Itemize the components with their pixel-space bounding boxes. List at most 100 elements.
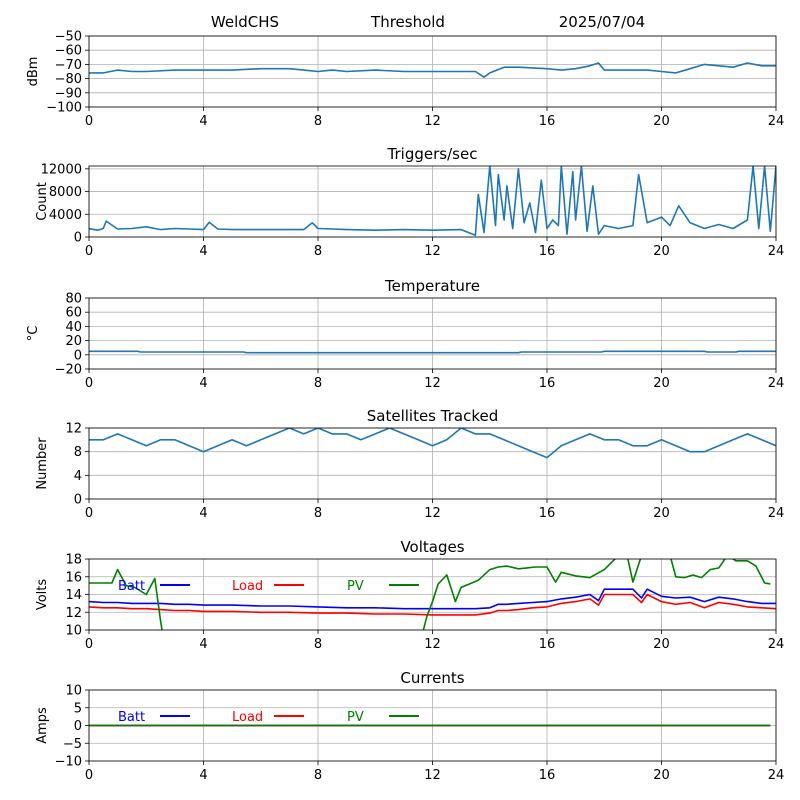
chart-title: Voltages <box>400 538 464 556</box>
series-group <box>89 166 776 237</box>
y-tick-label: −100 <box>46 101 82 116</box>
x-tick-label: 8 <box>314 506 322 521</box>
x-tick-label: 4 <box>199 114 207 129</box>
y-tick-label: 12 <box>65 606 82 621</box>
y-tick-label: 8 <box>74 445 82 460</box>
legend-label-batt: Batt <box>118 710 145 725</box>
x-tick-label: 4 <box>199 637 207 652</box>
chart-title: Currents <box>400 669 464 687</box>
x-tick-label: 12 <box>424 114 441 129</box>
x-tick-label: 24 <box>768 114 785 129</box>
chart-panel-5: 0 4 8 12 16 20 24 10 12 14 16 18 Voltages Volts Batt Lo… <box>35 538 784 652</box>
series-line-pv <box>89 559 771 630</box>
y-tick-label: −60 <box>55 44 82 59</box>
y-tick-label: 5 <box>74 701 82 716</box>
series-line <box>89 350 776 354</box>
chart-title: Satellites Tracked <box>367 407 498 425</box>
y-tick-label: −20 <box>55 363 82 378</box>
x-tick-label: 8 <box>314 376 322 391</box>
x-tick-label: 20 <box>653 637 670 652</box>
x-tick-label: 24 <box>768 506 785 521</box>
y-tick-label: 0 <box>74 719 82 734</box>
chart-panel-6: 0 4 8 12 16 20 24 −10 −5 0 5 10 Currents Amps Batt Load… <box>35 669 784 783</box>
y-axis-label: °C <box>26 326 41 342</box>
x-tick-label: 16 <box>539 637 556 652</box>
series-line-load <box>89 593 776 616</box>
chart-title: Triggers/sec <box>387 145 478 163</box>
y-tick-label: 12000 <box>41 162 82 177</box>
y-tick-label: −80 <box>55 72 82 87</box>
y-tick-label: 4 <box>74 469 82 484</box>
y-tick-label: −70 <box>55 58 82 73</box>
header-mode-label: Threshold <box>370 13 445 31</box>
y-tick-label: 40 <box>65 320 82 335</box>
y-tick-label: 20 <box>65 334 82 349</box>
y-tick-label: 10 <box>65 684 82 699</box>
chart-panel-1: 0 4 8 12 16 20 24 −100−90−80−70−60−50 dBm <box>26 30 784 130</box>
x-tick-label: 16 <box>539 506 556 521</box>
x-tick-label: 8 <box>314 768 322 783</box>
series-line <box>89 166 776 237</box>
y-tick-label: 14 <box>65 588 82 603</box>
y-tick-label: 16 <box>65 570 82 585</box>
x-tick-label: 16 <box>539 768 556 783</box>
y-tick-label: −10 <box>55 755 82 770</box>
x-tick-label: 20 <box>653 244 670 259</box>
legend-label-load: Load <box>232 710 263 725</box>
x-tick-label: 20 <box>653 768 670 783</box>
x-tick-label: 24 <box>768 768 785 783</box>
header-site-label: WeldCHS <box>211 13 279 31</box>
y-tick-label: 0 <box>74 493 82 508</box>
x-tick-label: 16 <box>539 114 556 129</box>
y-tick-label: 0 <box>74 348 82 363</box>
y-axis-label: Number <box>35 437 50 490</box>
x-tick-label: 0 <box>85 506 93 521</box>
series-group <box>89 559 776 630</box>
x-tick-label: 24 <box>768 244 785 259</box>
series-group <box>89 62 776 78</box>
x-tick-label: 0 <box>85 768 93 783</box>
x-tick-label: 4 <box>199 768 207 783</box>
x-tick-label: 0 <box>85 376 93 391</box>
series-line <box>89 428 776 459</box>
header-date-label: 2025/07/04 <box>559 13 645 31</box>
y-tick-label: −90 <box>55 86 82 101</box>
x-tick-label: 8 <box>314 114 322 129</box>
y-tick-label: 4000 <box>49 208 82 223</box>
series-line-batt <box>89 588 776 610</box>
legend-label-batt: Batt <box>118 579 145 594</box>
chart-title: Temperature <box>384 277 480 295</box>
y-tick-label: 60 <box>65 306 82 321</box>
x-tick-label: 24 <box>768 637 785 652</box>
x-tick-label: 12 <box>424 637 441 652</box>
x-tick-label: 12 <box>424 244 441 259</box>
legend-label-pv: PV <box>347 579 364 594</box>
legend-label-pv: PV <box>347 710 364 725</box>
x-tick-label: 20 <box>653 376 670 391</box>
legend-label-load: Load <box>232 579 263 594</box>
x-tick-label: 4 <box>199 376 207 391</box>
y-axis-label: dBm <box>26 57 41 87</box>
x-tick-label: 16 <box>539 376 556 391</box>
y-axis-label: Count <box>35 182 50 221</box>
series-line <box>89 62 776 78</box>
y-tick-label: −50 <box>55 30 82 45</box>
series-group <box>89 350 776 354</box>
y-tick-label: 10 <box>65 624 82 639</box>
chart-panel-4: 0 4 8 12 16 20 24 0 4 8 12 Satellites Tracked Number <box>35 407 784 521</box>
y-axis-label: Volts <box>35 579 50 611</box>
x-tick-label: 12 <box>424 768 441 783</box>
y-tick-label: 12 <box>65 422 82 437</box>
x-tick-label: 8 <box>314 637 322 652</box>
y-tick-label: 80 <box>65 292 82 307</box>
x-tick-label: 0 <box>85 114 93 129</box>
x-tick-label: 4 <box>199 506 207 521</box>
x-tick-label: 4 <box>199 244 207 259</box>
x-tick-label: 0 <box>85 637 93 652</box>
x-tick-label: 20 <box>653 114 670 129</box>
y-tick-label: 0 <box>74 231 82 246</box>
y-tick-label: −5 <box>63 737 82 752</box>
